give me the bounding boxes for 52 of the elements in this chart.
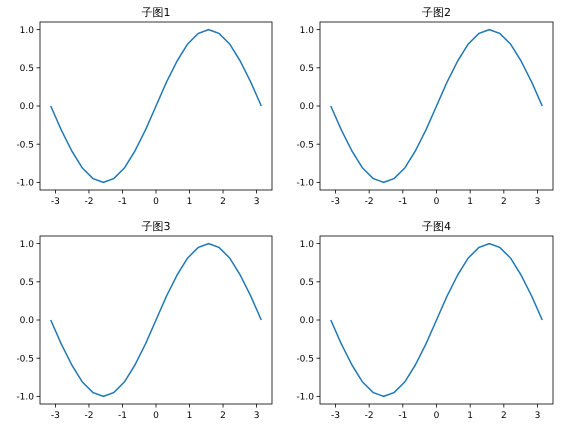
x-tick-label: -3 <box>330 197 340 207</box>
y-tick-label: 0.0 <box>300 102 314 112</box>
x-tick-label: 1 <box>467 411 474 421</box>
y-tick-label: 1.0 <box>300 26 314 36</box>
chart-title: 子图2 <box>422 6 451 19</box>
y-tick-label: -1.0 <box>16 392 34 403</box>
x-tick-label: 2 <box>220 411 226 421</box>
y-tick-label: 0.5 <box>20 64 34 74</box>
x-tick-label: 2 <box>220 197 226 207</box>
y-tick-label: -0.5 <box>16 354 34 364</box>
y-tick-label: 0.5 <box>300 278 314 288</box>
x-tick-label: 1 <box>186 411 192 421</box>
y-tick-label: -0.5 <box>296 140 314 150</box>
y-tick-label: -1.0 <box>296 178 314 189</box>
x-tick-label: 0 <box>434 411 440 421</box>
y-tick-label: 0.5 <box>300 64 314 74</box>
x-tick-label: 3 <box>534 411 540 421</box>
x-tick-label: 0 <box>434 197 440 207</box>
x-tick-label: -3 <box>50 197 60 207</box>
x-tick-label: 2 <box>500 197 507 207</box>
y-tick-label: 1.0 <box>300 240 314 250</box>
x-tick-label: -1 <box>118 411 127 421</box>
x-tick-label: 0 <box>153 411 160 421</box>
x-tick-label: -1 <box>118 197 127 207</box>
x-tick-label: -3 <box>330 411 340 421</box>
y-tick-label: 0.0 <box>300 316 314 326</box>
chart-title: 子图1 <box>142 6 170 19</box>
x-tick-label: 3 <box>254 411 260 421</box>
x-tick-label: -1 <box>398 197 408 207</box>
y-tick-label: 0.5 <box>20 278 34 288</box>
y-tick-label: -1.0 <box>16 178 34 189</box>
y-tick-label: -0.5 <box>16 140 34 150</box>
x-tick-label: -2 <box>84 197 94 207</box>
x-tick-label: -2 <box>364 411 374 421</box>
x-tick-label: 1 <box>186 197 192 207</box>
x-tick-label: -3 <box>50 411 60 421</box>
x-tick-label: -2 <box>84 411 94 421</box>
y-tick-label: 0.0 <box>20 316 34 326</box>
y-tick-label: 1.0 <box>20 240 34 250</box>
x-tick-label: 3 <box>254 197 260 207</box>
y-tick-label: -0.5 <box>296 354 314 364</box>
x-tick-label: -1 <box>398 411 408 421</box>
x-tick-label: 0 <box>153 197 160 207</box>
x-tick-label: -2 <box>364 197 374 207</box>
y-tick-label: 0.0 <box>20 102 34 112</box>
y-tick-label: 1.0 <box>20 26 34 36</box>
y-tick-label: -1.0 <box>296 392 314 403</box>
chart-title: 子图3 <box>142 220 170 233</box>
x-tick-label: 3 <box>534 197 540 207</box>
chart-title: 子图4 <box>422 220 451 233</box>
x-tick-label: 2 <box>500 411 507 421</box>
x-tick-label: 1 <box>467 197 474 207</box>
